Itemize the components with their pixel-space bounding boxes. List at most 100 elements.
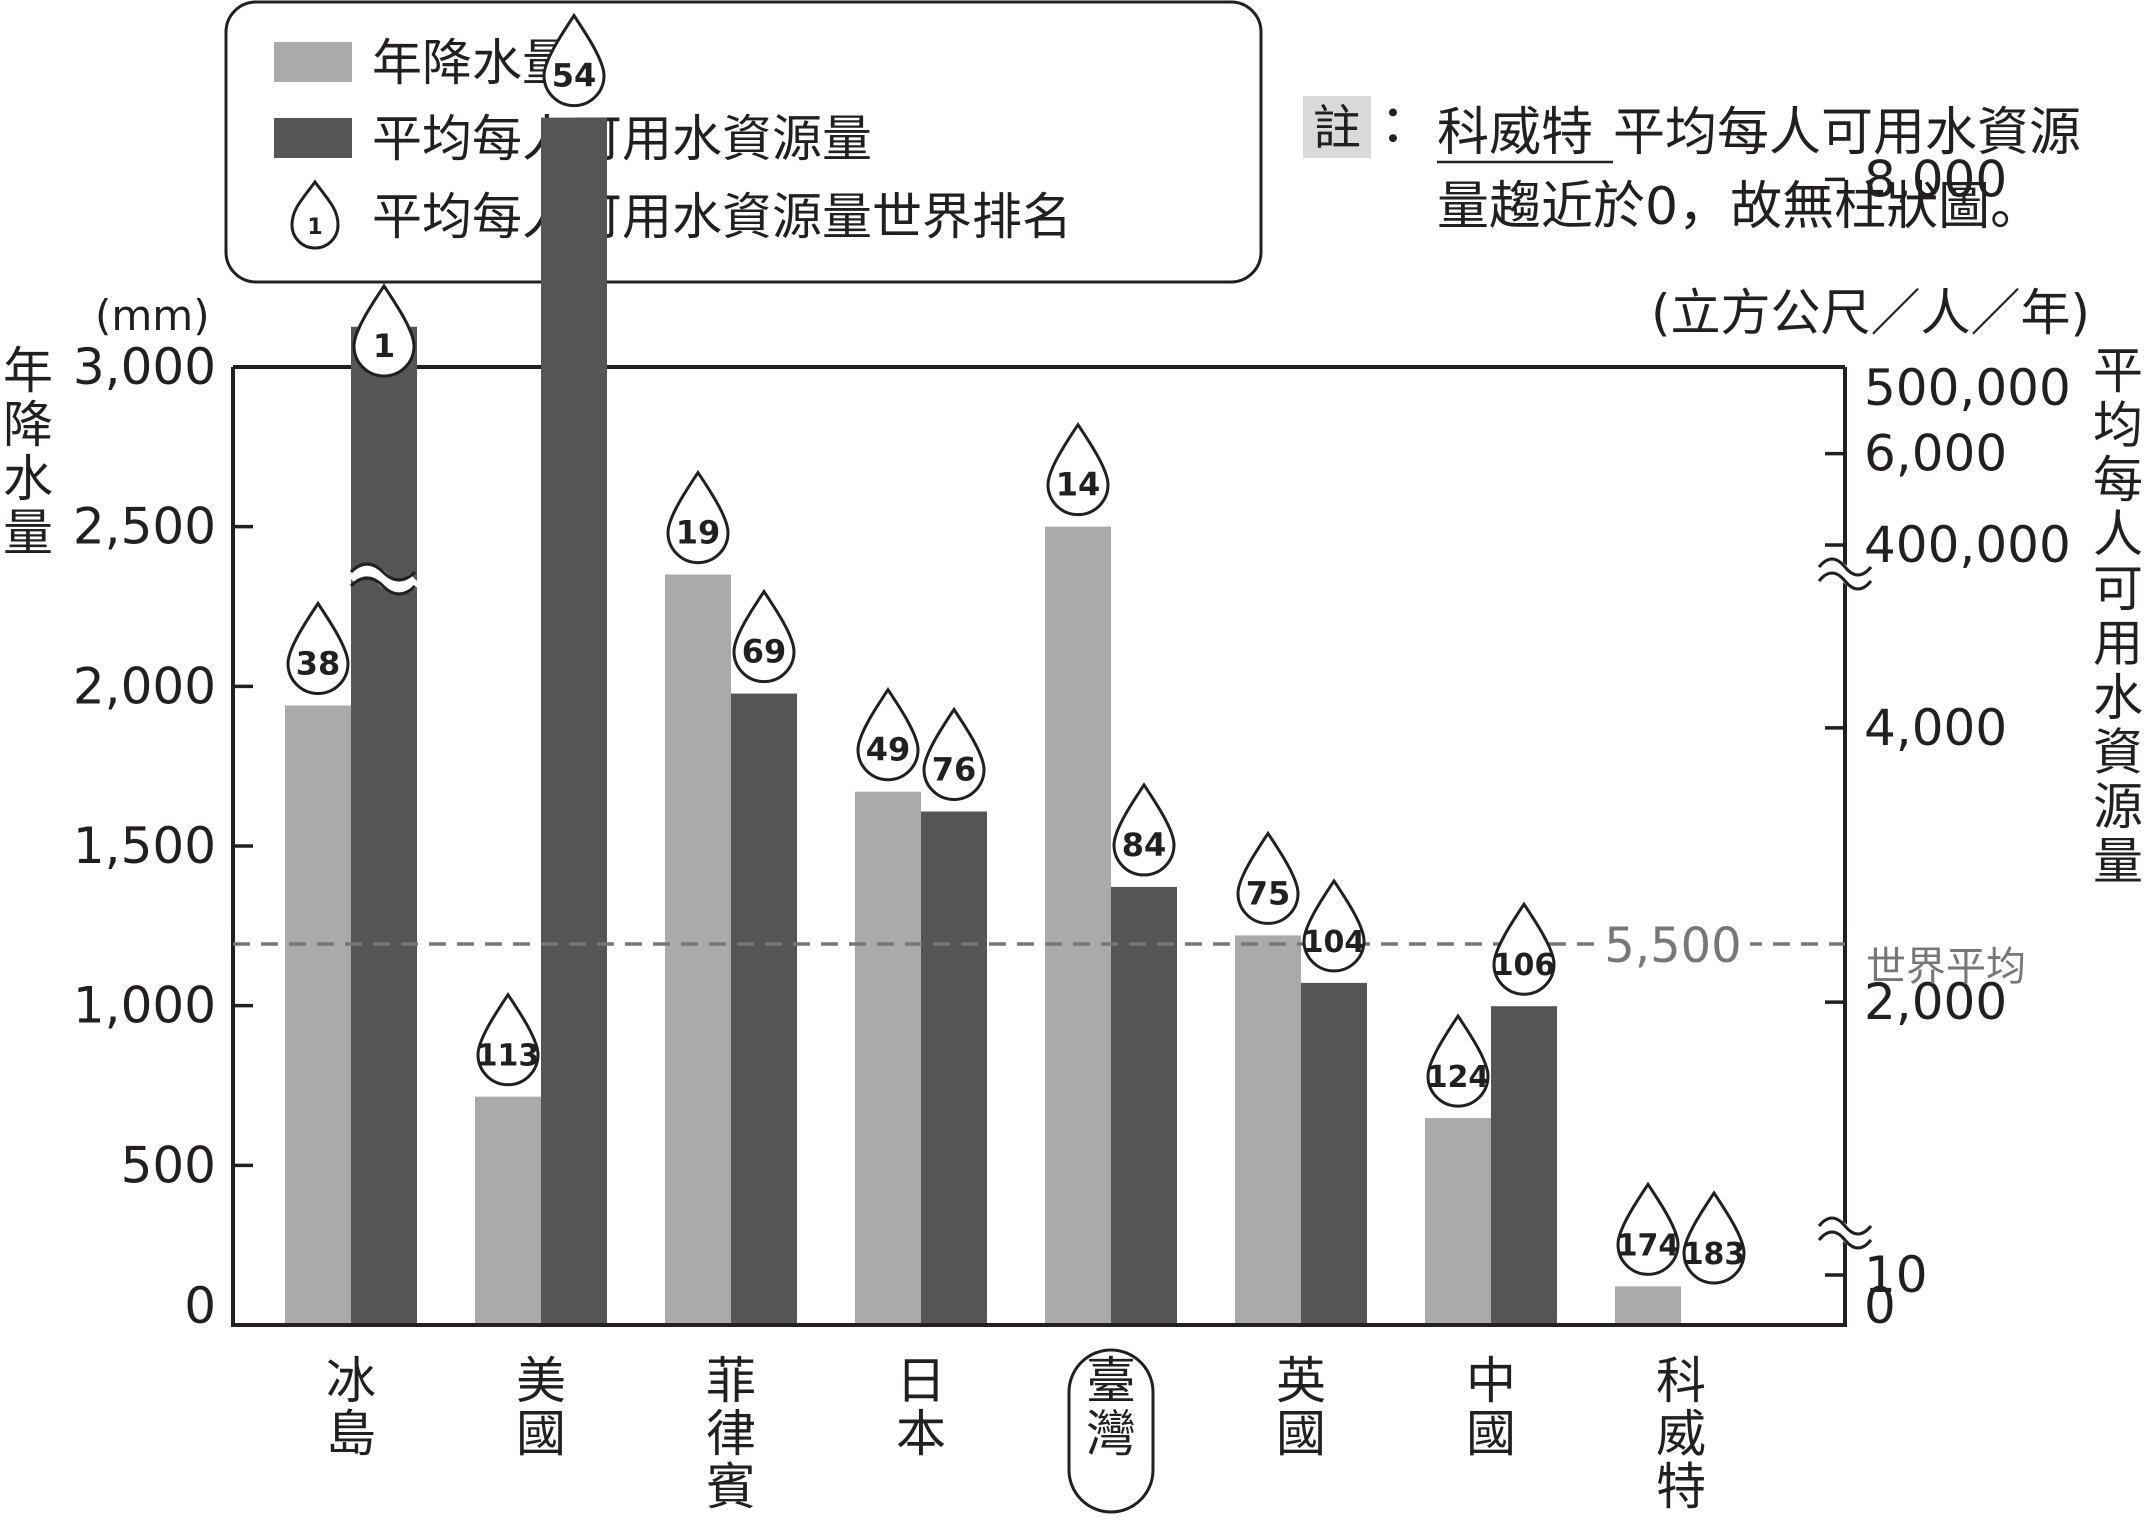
- x-label-char: 英: [1276, 1352, 1326, 1410]
- x-label-char: 冰: [326, 1352, 376, 1410]
- left-tick-label: 3,000: [73, 338, 216, 396]
- right-tick-label: 0: [1864, 1277, 1896, 1335]
- legend-swatch-water: [274, 118, 352, 158]
- bar-rainfall: [285, 705, 351, 1325]
- rank-water-label: 76: [932, 751, 977, 789]
- right-axis-title-char: 每: [2093, 451, 2143, 509]
- rank-rainfall-label: 19: [676, 514, 721, 552]
- rank-rainfall-label: 113: [477, 1039, 540, 1074]
- right-axis-title-char: 源: [2093, 778, 2143, 836]
- world-average-label-bg: [1595, 918, 1750, 970]
- rank-rainfall-drop-icon: [476, 991, 540, 1087]
- bar-water-resources: [1301, 982, 1367, 1325]
- right-tick-label: 500,000: [1864, 359, 2071, 417]
- axis-break-mark: [1817, 1230, 1873, 1250]
- legend-label-water: 平均每人可用水資源量: [372, 110, 872, 168]
- x-label-char: 國: [516, 1405, 566, 1463]
- x-label-char: 菲: [706, 1352, 756, 1410]
- rank-water-drop-icon: [922, 706, 986, 801]
- right-tick-label: 2,000: [1864, 973, 2007, 1031]
- rank-rainfall-drop-icon: [1236, 830, 1300, 925]
- rank-rainfall-drop-icon: [1616, 1181, 1680, 1276]
- left-tick-label: 1,500: [73, 817, 216, 875]
- bar-rainfall: [1615, 1286, 1681, 1325]
- bars: [285, 117, 1681, 1325]
- note-colon: ：: [1380, 95, 1432, 155]
- bar-break-mark: [349, 576, 417, 596]
- left-axis-title-char: 降: [3, 396, 53, 454]
- bar-rainfall: [665, 574, 731, 1325]
- left-axis-title-char: 水: [3, 450, 53, 508]
- x-label-char: 律: [706, 1405, 756, 1463]
- right-axis-title: 平均每人可用水資源量: [2093, 342, 2143, 891]
- x-label-char: 美: [516, 1352, 566, 1410]
- bar-rainfall: [1045, 526, 1111, 1325]
- x-label-char: 賓: [706, 1458, 756, 1516]
- right-axis-title-char: 可: [2093, 560, 2143, 618]
- right-tick-label: 8,000: [1864, 150, 2007, 208]
- rank-rainfall-drop-icon: [1046, 421, 1110, 517]
- world-average-caption: 世界平均: [1866, 944, 2026, 990]
- right-tick-label: 10: [1864, 1246, 1928, 1304]
- rank-rainfall-label: 49: [866, 731, 911, 769]
- rank-water-label: 84: [1122, 826, 1167, 864]
- x-label-char: 臺: [1086, 1352, 1136, 1410]
- legend-label-rank: 平均每人可用水資源量世界排名: [372, 188, 1072, 246]
- rank-rainfall-label: 124: [1427, 1060, 1490, 1095]
- x-label-char: 灣: [1086, 1405, 1136, 1463]
- x-label-char: 中: [1466, 1352, 1516, 1410]
- rank-rainfall-drop-icon: [856, 687, 920, 782]
- rank-water-label: 104: [1303, 925, 1366, 960]
- left-axis-title: 年降水量: [3, 342, 53, 562]
- rank-water-label: 106: [1493, 948, 1556, 983]
- world-average-value: 5,500: [1604, 918, 1741, 974]
- rank-rainfall-drop-icon: [666, 469, 730, 564]
- right-tick-label: 4,000: [1864, 699, 2007, 757]
- bar-water-resources: [731, 693, 797, 1325]
- rank-rainfall-label: 75: [1246, 874, 1291, 912]
- bar-break-gap: [346, 564, 420, 594]
- left-tick-label: 2,000: [73, 657, 216, 715]
- rank-water-drop-icon: [1112, 782, 1176, 877]
- axis-break-mark: [1817, 1216, 1873, 1236]
- rank-water-label: 1: [373, 327, 395, 365]
- note-tag-bg: [1303, 96, 1371, 158]
- legend-label-rainfall: 年降水量: [372, 34, 572, 92]
- legend-rank-drop-icon: 1: [290, 179, 340, 250]
- left-axis-title-char: 量: [3, 504, 53, 562]
- x-label-char: 特: [1656, 1458, 1706, 1516]
- rank-rainfall-drop-icon: [286, 600, 350, 695]
- right-axis-title-char: 均: [2093, 397, 2143, 455]
- right-tick-label: 400,000: [1864, 516, 2071, 574]
- rank-water-label: 183: [1683, 1237, 1746, 1272]
- left-tick-label: 2,500: [73, 498, 216, 556]
- right-axis-title-char: 水: [2093, 669, 2143, 727]
- note-underlined: 科威特: [1437, 103, 1593, 163]
- x-label-char: 威: [1656, 1405, 1706, 1463]
- left-axis-title-char: 年: [3, 342, 53, 400]
- rank-water-label: 69: [742, 633, 787, 671]
- x-label-char: 本: [896, 1405, 946, 1463]
- right-axis-title-char: 資: [2093, 724, 2143, 782]
- rank-water-drop-icon: [732, 588, 796, 683]
- left-tick-label: 500: [121, 1136, 216, 1194]
- rank-markers: 38 1 113 54 19 69 49 76 14 84 75 104 124 106 174 183: [286, 12, 1746, 1285]
- bar-water-resources: [541, 117, 607, 1325]
- x-label-char: 國: [1276, 1405, 1326, 1463]
- axis-break-mark: [1817, 571, 1873, 591]
- rank-rainfall-label: 174: [1617, 1228, 1680, 1263]
- bar-rainfall: [1235, 935, 1301, 1325]
- rank-rainfall-label: 14: [1056, 466, 1101, 504]
- rank-water-drop-icon: [1682, 1190, 1746, 1285]
- right-axis-title-char: 人: [2093, 506, 2143, 564]
- axis-break-gap: [1813, 559, 1877, 589]
- left-axis-unit: (mm): [95, 291, 210, 340]
- note-line2: 量趨近於0，故無柱狀圖。: [1437, 177, 2042, 237]
- right-axis-title-char: 量: [2093, 833, 2143, 891]
- rank-water-drop-icon: [352, 283, 416, 378]
- rank-rainfall-label: 38: [296, 644, 341, 682]
- left-tick-label: 0: [184, 1277, 216, 1335]
- bar-rainfall: [475, 1096, 541, 1325]
